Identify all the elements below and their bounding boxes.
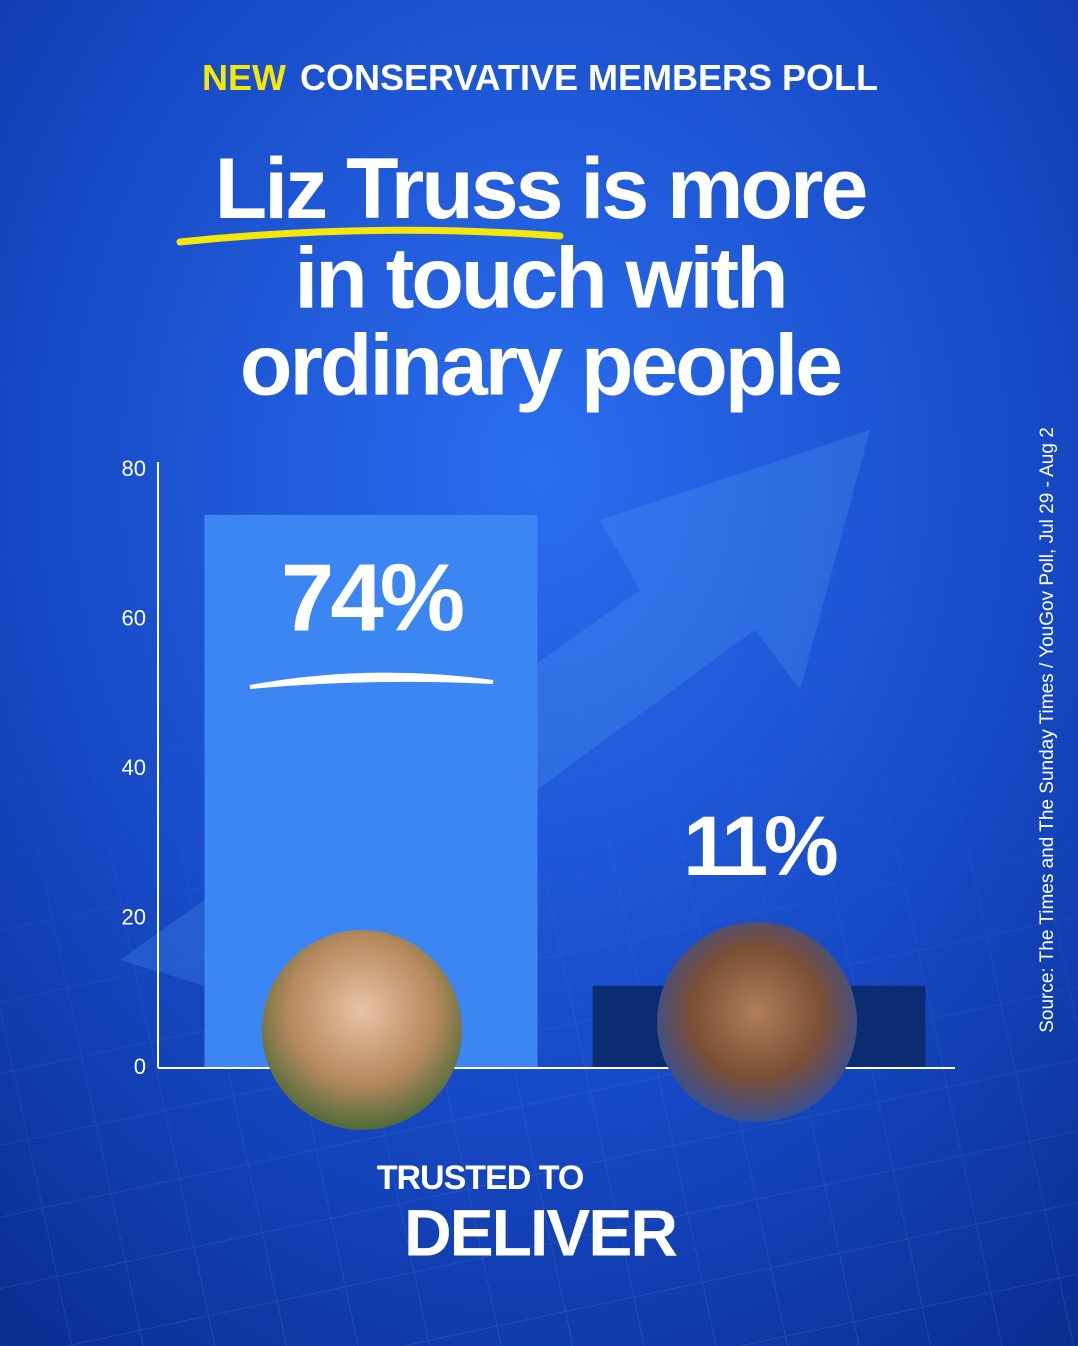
header: NEW CONSERVATIVE MEMBERS POLL	[202, 57, 878, 98]
footer-line: TRUSTED TO	[377, 1159, 584, 1197]
footer-line: DELIVER	[404, 1195, 677, 1269]
subtitle: CONSERVATIVE MEMBERS POLL	[300, 57, 878, 98]
title-line: in touch with	[294, 231, 785, 327]
value-label: 74%	[281, 544, 463, 651]
label-underline	[249, 672, 494, 689]
title-line: ordinary people	[240, 318, 840, 414]
highlight-underline	[176, 226, 564, 246]
y-tick-label: 20	[122, 904, 146, 929]
portrait	[262, 930, 462, 1130]
title-highlight: Liz Truss	[215, 141, 561, 237]
y-tick-label: 80	[122, 456, 146, 481]
kicker: NEW	[202, 57, 286, 98]
y-tick-label: 0	[134, 1054, 146, 1079]
title-line: Liz Truss is more	[215, 141, 866, 237]
portrait	[657, 922, 857, 1122]
source: Source: The Times and The Sunday Times /…	[1037, 427, 1058, 1033]
y-tick-label: 40	[122, 755, 146, 780]
title-text: is more	[580, 141, 865, 237]
value-label: 11%	[683, 799, 837, 893]
y-tick-label: 60	[122, 605, 146, 630]
